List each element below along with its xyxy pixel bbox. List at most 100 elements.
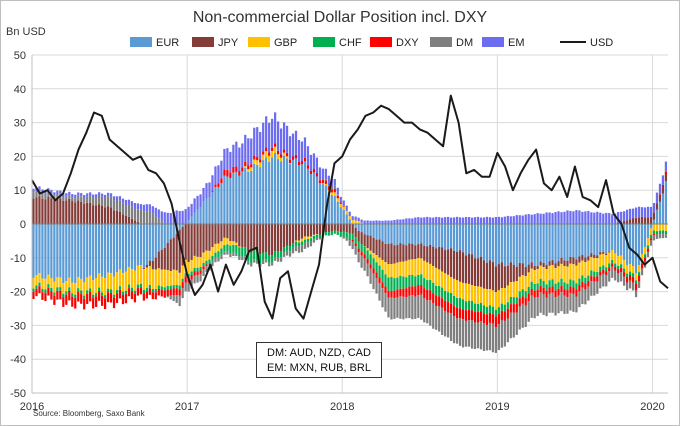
bar-dxy: [640, 263, 644, 269]
bar-dm: [274, 257, 277, 261]
bar-jpy: [145, 264, 148, 268]
bar-gbp: [363, 246, 366, 247]
bar-gbp: [435, 267, 438, 286]
bar-dm: [640, 268, 644, 276]
bar-gbp: [605, 255, 608, 268]
bar-dm: [608, 271, 611, 282]
bar-em: [590, 212, 593, 224]
bar-dm: [491, 323, 495, 353]
bar-dm: [631, 282, 635, 291]
bar-gbp: [92, 280, 95, 295]
bar-gbp: [190, 260, 193, 272]
bar-dm: [285, 250, 289, 256]
bar-jpy: [181, 227, 184, 266]
bar-dxy: [169, 289, 172, 296]
bar-jpy: [345, 224, 348, 233]
bar-em: [163, 212, 166, 224]
bar-dm: [482, 323, 486, 352]
bar-em: [375, 220, 378, 224]
bar-eur: [530, 224, 533, 263]
bar-chf: [360, 244, 363, 253]
bar-dm: [581, 287, 584, 305]
bar-dxy: [411, 286, 414, 296]
bar-jpy: [136, 221, 140, 224]
bar-dxy: [178, 289, 181, 296]
bar-eur: [643, 224, 647, 248]
bar-eur: [268, 161, 271, 224]
bar-dxy: [154, 292, 157, 300]
bar-gbp: [229, 241, 232, 246]
bar-dm: [253, 259, 256, 263]
bar-dm: [89, 195, 92, 203]
bar-em: [56, 190, 59, 195]
bar-chf: [250, 252, 253, 263]
bar-em: [372, 220, 375, 224]
bar-chf: [518, 291, 521, 299]
bar-dxy: [620, 267, 623, 273]
bar-chf: [649, 234, 653, 239]
bar-dm: [196, 275, 199, 283]
bar-dxy: [578, 284, 581, 292]
bar-gbp: [288, 163, 292, 165]
bar-gbp: [235, 242, 238, 246]
bar-gbp: [557, 266, 560, 283]
bar-gbp: [80, 278, 83, 291]
bar-jpy: [324, 224, 327, 233]
bar-dxy: [44, 292, 47, 302]
bar-em: [187, 206, 190, 221]
bar-gbp: [470, 285, 474, 301]
bar-em: [435, 216, 438, 224]
bar-dxy: [139, 287, 143, 295]
bar-chf: [229, 245, 232, 254]
bar-jpy: [83, 203, 86, 224]
bar-dxy: [89, 291, 92, 302]
bar-dxy: [274, 143, 277, 147]
bar-chf: [297, 242, 301, 247]
bar-chf: [357, 241, 360, 249]
bar-dxy: [596, 276, 599, 282]
bar-chf: [608, 263, 611, 268]
bar-gbp: [312, 234, 316, 236]
bar-chf: [65, 291, 68, 295]
bar-jpy: [599, 252, 602, 255]
bar-dxy: [426, 289, 429, 301]
bar-chf: [166, 285, 169, 290]
bar-em: [420, 217, 423, 224]
bar-jpy: [629, 219, 632, 224]
bar-eur: [151, 224, 154, 261]
bar-jpy: [265, 224, 268, 253]
bar-em: [643, 207, 647, 218]
bar-dxy: [157, 288, 160, 296]
bar-eur: [253, 163, 256, 224]
bar-em: [214, 166, 217, 185]
bar-chf: [318, 234, 321, 239]
bar-chf: [452, 295, 456, 307]
bar-em: [205, 183, 208, 199]
bar-chf: [560, 278, 563, 286]
bar-jpy: [640, 216, 644, 224]
bar-eur: [112, 224, 116, 277]
bar-eur: [464, 224, 468, 256]
bar-em: [596, 211, 599, 224]
bar-em: [279, 128, 283, 155]
bar-eur: [53, 224, 56, 282]
bar-chf: [455, 298, 459, 308]
bar-em: [62, 193, 65, 198]
bar-chf: [539, 278, 542, 286]
bar-dm: [423, 298, 426, 323]
bar-dxy: [354, 243, 357, 247]
bar-jpy: [74, 202, 77, 224]
bar-dxy: [214, 184, 217, 187]
bar-dm: [357, 252, 360, 263]
bar-em: [41, 189, 44, 193]
bar-eur: [405, 224, 408, 246]
bar-eur: [521, 224, 524, 264]
bar-eur: [444, 224, 447, 251]
bar-eur: [614, 224, 617, 254]
bar-dm: [664, 234, 668, 238]
bar-dxy: [405, 288, 408, 298]
bar-em: [106, 192, 110, 197]
bar-eur: [95, 224, 98, 279]
bar-dm: [262, 260, 265, 265]
bar-jpy: [452, 250, 456, 279]
